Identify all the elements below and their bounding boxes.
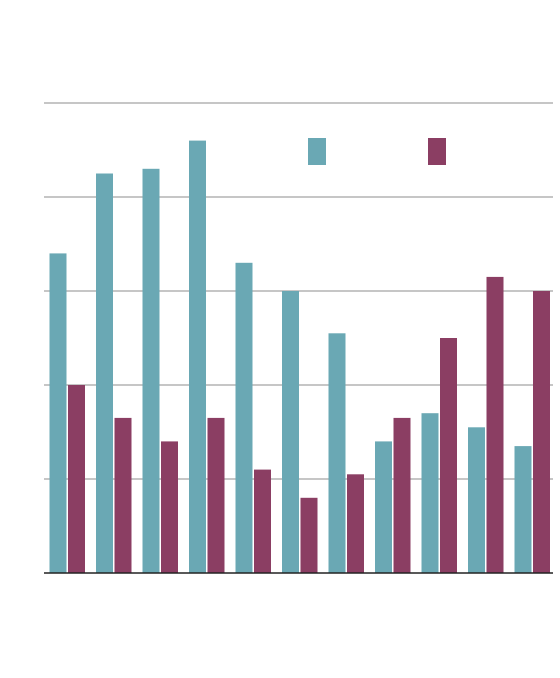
legend (308, 138, 446, 165)
bar-series1-item7 (328, 333, 346, 573)
bar-series1-item10 (468, 427, 485, 573)
bar-series2-item2 (114, 417, 132, 573)
bar-series1-item4 (189, 140, 206, 573)
bar-series2-item1 (68, 385, 85, 573)
legend-swatch-series1 (308, 138, 326, 165)
bar-series1-item6 (282, 291, 299, 573)
bar-series1-item1 (49, 253, 67, 573)
bar-series1-item3 (142, 168, 160, 574)
bar-series2-item5 (254, 469, 271, 573)
legend-swatch-series2 (428, 138, 446, 165)
bar-series2-item7 (347, 474, 364, 573)
bar-series2-item6 (300, 497, 318, 573)
bar-series1-item9 (421, 413, 439, 573)
bar-series2-item10 (486, 276, 504, 573)
bar-series1-item2 (96, 173, 113, 573)
bar-series2-item11 (533, 291, 550, 573)
bars (49, 140, 550, 574)
bar-series1-item5 (235, 262, 253, 573)
bar-series2-item9 (440, 338, 457, 573)
bar-series2-item8 (393, 417, 411, 573)
bar-series1-item8 (375, 441, 392, 573)
bar-series1-item11 (514, 446, 532, 573)
bar-series2-item3 (161, 441, 178, 573)
bar-series2-item4 (207, 417, 225, 573)
